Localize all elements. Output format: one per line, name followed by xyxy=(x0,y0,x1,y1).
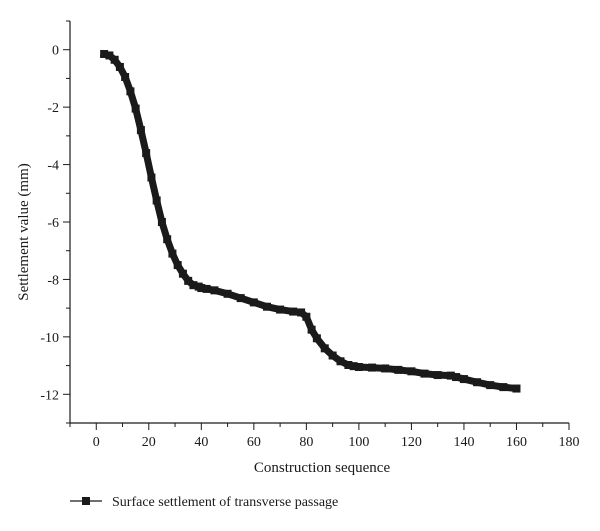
data-point xyxy=(184,276,193,285)
series-layer xyxy=(99,49,521,393)
y-axis-label: Settlement value (mm) xyxy=(16,163,32,300)
data-point xyxy=(312,334,321,343)
data-point xyxy=(302,312,311,321)
data-point xyxy=(178,269,187,278)
legend-marker xyxy=(82,497,90,505)
data-point xyxy=(420,369,429,378)
data-point xyxy=(136,126,145,135)
x-tick-label: 60 xyxy=(247,435,261,450)
x-tick-label: 0 xyxy=(93,435,100,450)
data-point xyxy=(354,363,363,372)
data-point xyxy=(223,289,232,298)
data-point xyxy=(121,72,130,81)
data-point xyxy=(349,362,358,371)
x-tick-label: 180 xyxy=(559,435,580,450)
x-tick-label: 40 xyxy=(194,435,208,450)
data-point xyxy=(473,378,482,387)
x-axis-label: Construction sequence xyxy=(254,460,391,476)
x-tick-label: 100 xyxy=(348,435,369,450)
y-tick-label: -4 xyxy=(47,159,59,174)
data-point xyxy=(105,51,114,60)
data-point xyxy=(433,371,442,380)
axes: 0 20 40 60 80 100 120 140 160 180 0 -2 -4 -6 -8 -10 -12 xyxy=(40,20,580,450)
data-point xyxy=(163,235,172,244)
data-point xyxy=(173,261,182,270)
data-point xyxy=(131,104,140,113)
data-point xyxy=(197,284,206,293)
data-point xyxy=(210,286,219,295)
data-point xyxy=(512,384,521,393)
y-tick-label: -8 xyxy=(47,273,59,288)
y-tick-label: -6 xyxy=(47,216,59,231)
series-line xyxy=(99,49,521,393)
data-point xyxy=(486,381,495,390)
x-tick-label: 120 xyxy=(401,435,422,450)
data-point xyxy=(446,371,455,380)
data-point xyxy=(110,55,119,64)
data-point xyxy=(394,365,403,374)
data-point xyxy=(142,149,151,158)
data-point xyxy=(452,373,461,382)
data-point xyxy=(152,196,161,205)
y-tick-label: -2 xyxy=(47,101,59,116)
data-point xyxy=(307,325,316,334)
data-point xyxy=(336,357,345,366)
data-point xyxy=(147,173,156,182)
x-tick-label: 20 xyxy=(142,435,156,450)
data-point xyxy=(499,383,508,392)
data-point xyxy=(320,344,329,353)
data-point xyxy=(407,367,416,376)
y-tick-label: 0 xyxy=(52,44,59,59)
data-point xyxy=(262,302,271,311)
x-tick-label: 80 xyxy=(299,435,313,450)
data-point xyxy=(236,294,245,303)
data-point xyxy=(249,298,258,307)
data-point xyxy=(126,87,135,96)
x-tick-label: 140 xyxy=(453,435,474,450)
data-point xyxy=(459,375,468,384)
data-point xyxy=(328,351,337,360)
data-point xyxy=(189,281,198,290)
x-tick-label: 160 xyxy=(506,435,527,450)
data-point xyxy=(202,284,211,293)
y-tick-label: -10 xyxy=(40,331,59,346)
data-point xyxy=(344,360,353,369)
data-point xyxy=(381,364,390,373)
legend-label: Surface settlement of transverse passage xyxy=(112,495,338,510)
data-point xyxy=(368,363,377,372)
data-point xyxy=(100,50,109,59)
y-tick-label: -12 xyxy=(40,388,59,403)
data-point xyxy=(276,305,285,314)
data-point xyxy=(115,62,124,71)
data-point xyxy=(289,307,298,316)
data-point xyxy=(157,218,166,226)
data-point xyxy=(168,249,177,258)
data-point xyxy=(297,308,306,317)
legend: Surface settlement of transverse passage xyxy=(70,495,338,510)
